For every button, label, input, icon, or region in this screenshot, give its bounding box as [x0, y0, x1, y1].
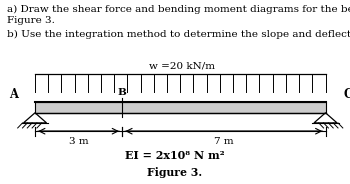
Text: B: B [118, 88, 127, 97]
Text: b) Use the integration method to determine the slope and deflection at Point  B.: b) Use the integration method to determi… [7, 29, 350, 39]
Text: w =20 kN/m: w =20 kN/m [149, 61, 215, 70]
Text: Figure 3.: Figure 3. [147, 167, 203, 178]
Bar [35, 102, 326, 113]
Text: 3 m: 3 m [69, 137, 89, 146]
Text: C: C [343, 88, 350, 101]
Text: 7 m: 7 m [214, 137, 234, 146]
Text: Figure 3.: Figure 3. [7, 16, 55, 25]
Text: EI = 2x10⁸ N m²: EI = 2x10⁸ N m² [125, 150, 225, 161]
Text: A: A [9, 88, 18, 101]
Text: a) Draw the shear force and bending moment diagrams for the beam shown in: a) Draw the shear force and bending mome… [7, 5, 350, 14]
